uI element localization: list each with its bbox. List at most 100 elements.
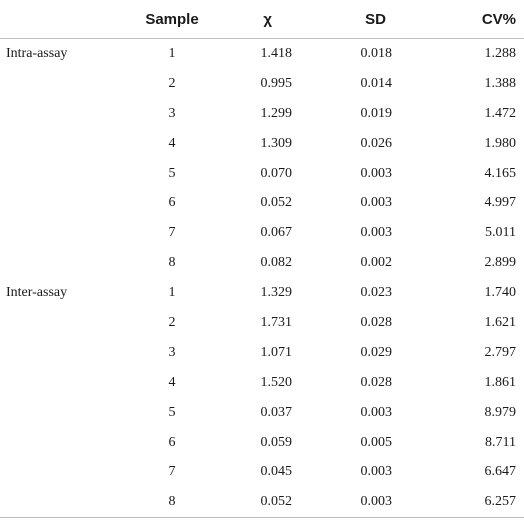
cell-group: [0, 338, 112, 368]
table-row: 7 0.067 0.003 5.011: [0, 218, 524, 248]
table-row: 5 0.037 0.003 8.979: [0, 398, 524, 428]
cell-mean: 0.059: [260, 434, 293, 450]
cell-sample: 6: [168, 434, 176, 450]
cell-sample: 6: [168, 195, 176, 211]
table-row: 8 0.082 0.002 2.899: [0, 248, 524, 278]
cell-group: [0, 159, 112, 189]
cell-cv: 1.388: [484, 75, 517, 91]
cell-sd: 0.026: [360, 135, 393, 151]
cell-group: [0, 129, 112, 159]
cell-cv: 1.740: [484, 285, 517, 301]
cell-mean: 0.082: [260, 255, 293, 271]
cell-group: Inter-assay: [6, 285, 68, 301]
cell-sample: 3: [168, 344, 176, 360]
cell-mean: 1.731: [260, 314, 293, 330]
cell-mean: 0.052: [260, 195, 293, 211]
cell-mean: 1.299: [260, 105, 293, 121]
cell-sd: 0.003: [360, 404, 393, 420]
table-body: Intra-assay 1 1.418 0.018 1.288 2 0.995 …: [0, 39, 524, 519]
cell-mean: 0.045: [260, 464, 293, 480]
cell-sd: 0.018: [360, 45, 393, 61]
cell-mean: 1.309: [260, 135, 293, 151]
cell-sd: 0.023: [360, 285, 393, 301]
cell-cv: 4.997: [484, 195, 517, 211]
cell-sample: 1: [168, 45, 176, 61]
cell-mean: 0.995: [260, 75, 293, 91]
cell-mean: 1.329: [260, 285, 293, 301]
cell-sd: 0.003: [360, 165, 393, 181]
cell-group: [0, 218, 112, 248]
cell-sample: 4: [168, 374, 176, 390]
cell-sd: 0.002: [360, 255, 393, 271]
table-row: 3 1.299 0.019 1.472: [0, 99, 524, 129]
cell-sd: 0.003: [312, 487, 412, 519]
cell-group: Intra-assay: [6, 45, 68, 61]
header-row: Sample χ SD CV%: [0, 0, 524, 39]
table-row: 6 0.059 0.005 8.711: [0, 428, 524, 458]
table-header: Sample χ SD CV%: [0, 0, 524, 39]
cell-cv: 2.797: [484, 344, 517, 360]
table-row: 8 0.052 0.003 6.257: [0, 487, 524, 519]
cell-cv: 1.621: [484, 314, 517, 330]
cell-cv: 1.472: [484, 105, 517, 121]
cell-sample: 4: [168, 135, 176, 151]
cell-cv: 1.288: [484, 45, 517, 61]
cell-cv: 2.899: [484, 255, 517, 271]
cell-sample: 2: [168, 75, 176, 91]
cell-sample: 3: [168, 105, 176, 121]
cell-sample: 5: [168, 165, 176, 181]
cell-group: [0, 457, 112, 487]
cell-group: [0, 368, 112, 398]
cell-cv: 5.011: [485, 225, 516, 241]
table-row: 7 0.045 0.003 6.647: [0, 457, 524, 487]
table-row: 4 1.520 0.028 1.861: [0, 368, 524, 398]
cell-mean: 0.052: [212, 487, 312, 519]
header-sd: SD: [312, 0, 412, 39]
table-row: 4 1.309 0.026 1.980: [0, 129, 524, 159]
cell-group: [0, 188, 112, 218]
cell-sample: 8: [112, 487, 212, 519]
cell-sample: 8: [168, 255, 176, 271]
cell-sd: 0.019: [360, 105, 393, 121]
cell-sample: 7: [168, 225, 176, 241]
cell-group: [0, 248, 112, 278]
cell-sd: 0.003: [360, 225, 393, 241]
table-row: 2 1.731 0.028 1.621: [0, 308, 524, 338]
cell-sample: 2: [168, 314, 176, 330]
header-sample: Sample: [112, 0, 212, 39]
cell-group: [0, 398, 112, 428]
header-cv: CV%: [412, 0, 524, 39]
table-row: 3 1.071 0.029 2.797: [0, 338, 524, 368]
header-group: [0, 0, 112, 39]
cell-sd: 0.003: [360, 464, 393, 480]
table-row: 2 0.995 0.014 1.388: [0, 69, 524, 99]
cell-group: [0, 487, 112, 519]
cell-sd: 0.003: [360, 195, 393, 211]
cell-sample: 7: [168, 464, 176, 480]
table-row: 6 0.052 0.003 4.997: [0, 188, 524, 218]
cell-group: [0, 308, 112, 338]
cell-cv: 1.861: [484, 374, 517, 390]
cell-sd: 0.014: [360, 75, 393, 91]
cell-cv: 6.257: [412, 487, 524, 519]
cell-sd: 0.028: [360, 374, 393, 390]
cell-sample: 1: [168, 285, 176, 301]
cell-cv: 8.711: [485, 434, 516, 450]
cell-sample: 5: [168, 404, 176, 420]
cell-mean: 1.520: [260, 374, 293, 390]
cell-cv: 6.647: [484, 464, 517, 480]
cell-group: [0, 99, 112, 129]
cell-group: [0, 428, 112, 458]
cell-mean: 0.070: [260, 165, 293, 181]
cell-cv: 4.165: [484, 165, 517, 181]
cell-mean: 0.037: [260, 404, 293, 420]
cell-sd: 0.028: [360, 314, 393, 330]
cell-group: [0, 69, 112, 99]
cell-cv: 1.980: [484, 135, 517, 151]
table-row: 5 0.070 0.003 4.165: [0, 159, 524, 189]
table-row: Intra-assay 1 1.418 0.018 1.288: [0, 39, 524, 69]
cell-cv: 8.979: [484, 404, 517, 420]
header-mean: χ: [212, 0, 312, 39]
